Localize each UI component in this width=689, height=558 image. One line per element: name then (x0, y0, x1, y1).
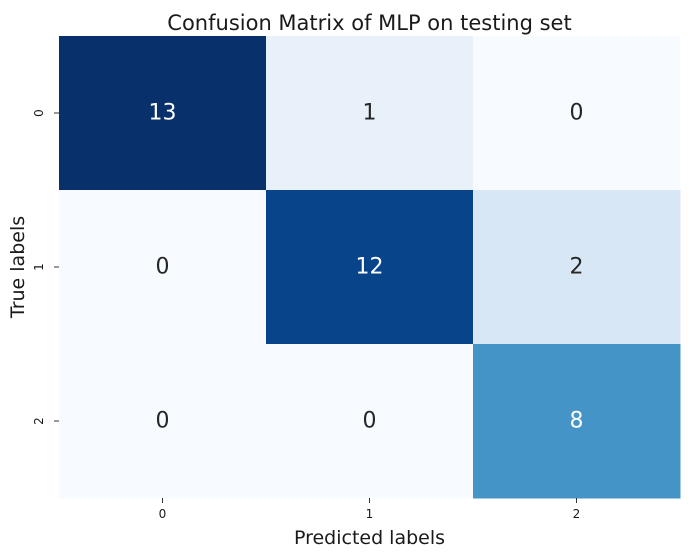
cell-annotation: 1 (363, 101, 377, 126)
cell-annotations: 13 1 0 0 12 2 0 0 8 (149, 101, 584, 434)
cell-annotation: 0 (363, 409, 377, 434)
heatmap-cell (266, 190, 474, 345)
y-tick-label: 1 (32, 263, 46, 271)
heatmap-cell (266, 344, 474, 499)
cell-annotation: 8 (570, 409, 584, 434)
x-tick-label: 0 (159, 507, 167, 521)
heatmap-cell (59, 36, 267, 191)
heatmap-cell (473, 344, 681, 499)
cell-annotation: 0 (156, 255, 170, 280)
cell-annotation: 0 (156, 409, 170, 434)
heatmap-cell (59, 190, 267, 345)
heatmap-cell (473, 190, 681, 345)
y-tick-label: 2 (32, 417, 46, 425)
cell-annotation: 12 (356, 255, 384, 280)
x-tick-label: 2 (573, 507, 581, 521)
y-tick-label: 0 (32, 109, 46, 117)
x-axis-label: Predicted labels (294, 527, 445, 549)
x-tick-label: 1 (366, 507, 374, 521)
heatmap-cells (59, 36, 681, 499)
cell-annotation: 0 (570, 101, 584, 126)
cell-annotation: 13 (149, 101, 177, 126)
heatmap-cell (473, 36, 681, 191)
y-axis-ticks: 0 1 2 (32, 109, 59, 425)
heatmap-cell (266, 36, 474, 191)
chart-title: Confusion Matrix of MLP on testing set (167, 11, 571, 35)
y-axis-label: True labels (7, 216, 29, 319)
x-axis-ticks: 0 1 2 (159, 498, 581, 521)
cell-annotation: 2 (570, 255, 584, 280)
heatmap-cell (59, 344, 267, 499)
